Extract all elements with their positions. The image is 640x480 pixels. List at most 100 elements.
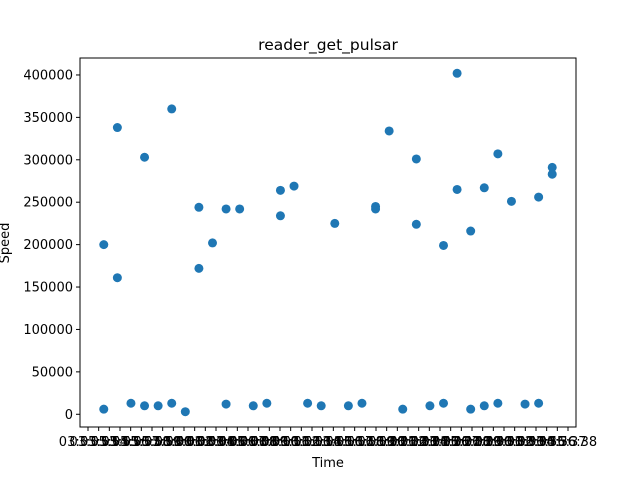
x-tick-label: 03:56:20 [347,435,405,450]
x-tick-label: 03:56:00 [133,435,191,450]
data-point [425,401,435,411]
data-point [479,401,489,411]
x-tick-label: 03:56:32 [475,435,533,450]
data-point [411,219,421,229]
data-point [221,204,231,214]
y-tick-label: 350000 [23,111,73,126]
x-tick-label: 03:56:21 [357,435,415,450]
data-point [534,398,544,408]
chart-title: reader_get_pulsar [258,36,398,55]
data-point [343,401,353,411]
data-point [140,152,150,162]
y-tick-label: 250000 [23,196,73,211]
data-point [534,192,544,202]
data-point [262,398,272,408]
data-point [439,398,449,408]
data-point [99,404,109,414]
data-point [167,398,177,408]
data-point [207,238,217,248]
axes-frame [79,57,577,428]
x-tick-label: 03:55:53 [59,435,117,450]
x-tick-label: 03:55:58 [112,435,170,450]
data-point [167,104,177,114]
x-tick-label: 03:55:54 [69,435,127,450]
x-tick-label: 03:56:19 [336,435,394,450]
y-tick-label: 200000 [23,238,73,253]
x-tick-label: 03:56:30 [453,435,511,450]
data-point [398,404,408,414]
data-point [194,202,204,212]
x-tick-label: 03:55:59 [123,435,181,450]
x-tick-label: 03:56:28 [432,435,490,450]
x-tick-label: 03:56:33 [485,435,543,450]
data-point [479,183,489,193]
x-tick-label: 03:56:24 [389,435,447,450]
data-point [112,273,122,283]
data-point [520,399,530,409]
x-tick-label: 03:56:35 [507,435,565,450]
data-point [275,185,285,195]
data-point [221,399,231,409]
x-tick-label: 03:56:01 [144,435,202,450]
x-tick-label: 03:55:55 [80,435,138,450]
x-tick-label: 03:56:38 [539,435,597,450]
x-tick-label: 03:56:18 [325,435,383,450]
data-point [140,401,150,411]
x-tick-label: 03:56:34 [496,435,554,450]
x-tick-label: 03:56:10 [240,435,298,450]
data-point [289,181,299,191]
data-point [112,123,122,133]
data-point [275,211,285,221]
data-point [357,398,367,408]
x-tick-label: 03:56:08 [219,435,277,450]
x-tick-label: 03:56:12 [261,435,319,450]
data-point [126,398,136,408]
plot-area: 0 50000 100000 150000 200000 250000 300000 3500… [23,57,597,450]
data-point [411,154,421,164]
data-point [235,204,245,214]
data-point [99,240,109,250]
y-tick-label: 0 [65,408,73,423]
x-tick-label: 03:56:13 [272,435,330,450]
x-tick-label: 03:56:07 [208,435,266,450]
data-point [330,218,340,228]
x-tick-label: 03:56:06 [197,435,255,450]
x-tick-label: 03:56:11 [251,435,309,450]
x-tick-label: 03:55:56 [91,435,149,450]
x-tick-label: 03:56:04 [176,435,234,450]
x-tick-label: 03:56:23 [379,435,437,450]
data-point [452,68,462,78]
y-tick-label: 400000 [23,68,73,83]
data-point [371,204,381,214]
data-point [316,401,326,411]
x-tick-label: 03:56:27 [421,435,479,450]
data-point [466,404,476,414]
x-tick-label: 03:56:22 [368,435,426,450]
x-tick-label: 03:56:16 [304,435,362,450]
y-tick-label: 100000 [23,323,73,338]
x-tick-label: 03:56:37 [528,435,586,450]
data-point [180,407,190,417]
data-point [506,196,516,206]
x-tick-label: 03:56:26 [411,435,469,450]
data-point [248,401,258,411]
y-tick-label: 50000 [32,365,73,380]
data-point [194,263,204,273]
x-tick-label: 03:56:05 [187,435,245,450]
data-point [493,398,503,408]
x-tick-label: 03:56:29 [443,435,501,450]
x-tick-label: 03:56:31 [464,435,522,450]
x-tick-label: 03:56:09 [229,435,287,450]
x-tick-label: 03:56:25 [400,435,458,450]
data-point [466,226,476,236]
y-tick-label: 300000 [23,153,73,168]
x-tick-label: 03:56:15 [293,435,351,450]
data-point [384,126,394,136]
x-tick-label: 03:56:02 [155,435,213,450]
x-tick-label: 03:55:57 [101,435,159,450]
data-point [547,169,557,179]
y-tick-label: 150000 [23,281,73,296]
data-point [153,401,163,411]
